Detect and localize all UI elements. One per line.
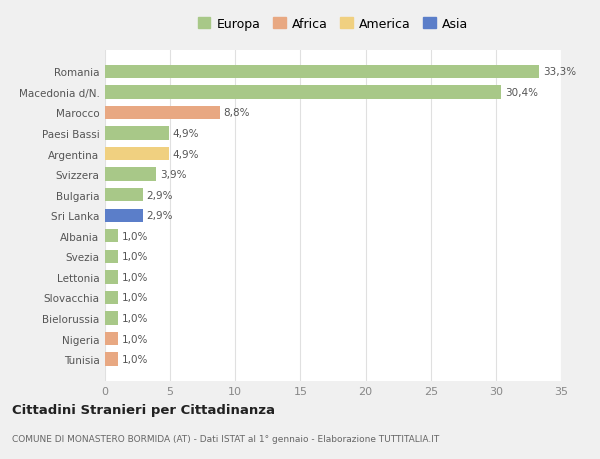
- Text: 4,9%: 4,9%: [173, 129, 199, 139]
- Text: 1,0%: 1,0%: [122, 252, 148, 262]
- Text: 1,0%: 1,0%: [122, 334, 148, 344]
- Text: 1,0%: 1,0%: [122, 231, 148, 241]
- Bar: [105, 271, 118, 284]
- Text: 1,0%: 1,0%: [122, 354, 148, 364]
- Text: 2,9%: 2,9%: [146, 211, 173, 221]
- Text: 1,0%: 1,0%: [122, 313, 148, 323]
- Text: 8,8%: 8,8%: [224, 108, 250, 118]
- Bar: [105, 66, 539, 79]
- Bar: [105, 189, 143, 202]
- Bar: [105, 332, 118, 346]
- Bar: [105, 106, 220, 120]
- Text: 3,9%: 3,9%: [160, 170, 186, 180]
- Text: COMUNE DI MONASTERO BORMIDA (AT) - Dati ISTAT al 1° gennaio - Elaborazione TUTTI: COMUNE DI MONASTERO BORMIDA (AT) - Dati …: [12, 434, 439, 442]
- Bar: [105, 353, 118, 366]
- Bar: [105, 209, 143, 223]
- Legend: Europa, Africa, America, Asia: Europa, Africa, America, Asia: [198, 18, 468, 31]
- Bar: [105, 147, 169, 161]
- Bar: [105, 291, 118, 304]
- Text: 1,0%: 1,0%: [122, 293, 148, 303]
- Text: 33,3%: 33,3%: [543, 67, 576, 77]
- Bar: [105, 250, 118, 263]
- Bar: [105, 127, 169, 140]
- Text: 1,0%: 1,0%: [122, 272, 148, 282]
- Bar: [105, 86, 501, 99]
- Bar: [105, 230, 118, 243]
- Text: 2,9%: 2,9%: [146, 190, 173, 200]
- Text: Cittadini Stranieri per Cittadinanza: Cittadini Stranieri per Cittadinanza: [12, 403, 275, 416]
- Text: 30,4%: 30,4%: [505, 88, 538, 98]
- Bar: [105, 312, 118, 325]
- Text: 4,9%: 4,9%: [173, 149, 199, 159]
- Bar: [105, 168, 156, 181]
